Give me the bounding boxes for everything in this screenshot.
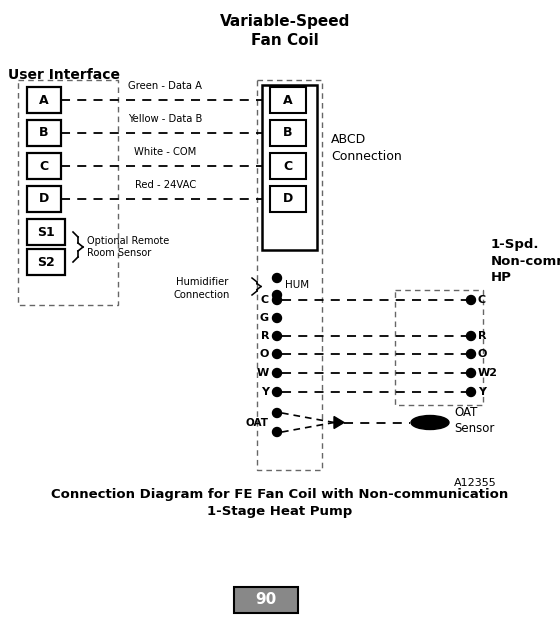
Text: C: C: [478, 295, 486, 305]
Text: HUM: HUM: [285, 280, 309, 289]
Text: ABCD
Connection: ABCD Connection: [331, 133, 402, 163]
Text: Red - 24VAC: Red - 24VAC: [135, 180, 196, 190]
Circle shape: [273, 273, 282, 282]
Circle shape: [466, 296, 475, 304]
Text: G: G: [260, 313, 269, 323]
Circle shape: [466, 368, 475, 377]
Circle shape: [273, 349, 282, 358]
Text: Optional Remote
Room Sensor: Optional Remote Room Sensor: [87, 236, 169, 258]
Bar: [27, 87, 61, 113]
Ellipse shape: [411, 415, 449, 430]
Circle shape: [273, 291, 282, 299]
Text: Variable-Speed
Fan Coil: Variable-Speed Fan Coil: [220, 14, 350, 47]
Bar: [18, 80, 118, 305]
Text: C: C: [283, 160, 292, 173]
Circle shape: [466, 349, 475, 358]
Text: S2: S2: [37, 256, 55, 268]
Text: R: R: [260, 331, 269, 341]
Bar: [270, 186, 306, 212]
Text: Green - Data A: Green - Data A: [128, 81, 203, 91]
Circle shape: [273, 332, 282, 341]
Text: Humidifier
Connection: Humidifier Connection: [174, 277, 230, 299]
Text: Y: Y: [261, 387, 269, 397]
Circle shape: [273, 408, 282, 418]
Text: OAT: OAT: [246, 418, 269, 427]
Bar: [27, 153, 61, 179]
Text: A: A: [39, 94, 49, 106]
Circle shape: [273, 296, 282, 304]
Text: D: D: [39, 192, 49, 206]
Text: W2: W2: [478, 368, 498, 378]
Circle shape: [466, 387, 475, 396]
Circle shape: [273, 313, 282, 322]
Bar: [27, 120, 61, 146]
Text: B: B: [39, 127, 49, 139]
Polygon shape: [334, 417, 344, 429]
Text: Y: Y: [478, 387, 486, 397]
Text: A: A: [283, 94, 293, 106]
Bar: [27, 219, 65, 245]
Bar: [395, 290, 483, 405]
Bar: [27, 186, 61, 212]
Text: C: C: [261, 295, 269, 305]
Text: 1-Stage Heat Pump: 1-Stage Heat Pump: [207, 505, 353, 518]
Text: OAT
Sensor: OAT Sensor: [454, 406, 494, 436]
Bar: [270, 153, 306, 179]
Text: User Interface: User Interface: [8, 68, 120, 82]
Text: 1-Spd.
Non-communicating
HP: 1-Spd. Non-communicating HP: [491, 238, 560, 284]
Text: S1: S1: [37, 225, 55, 239]
Circle shape: [273, 387, 282, 396]
Bar: [270, 87, 306, 113]
Text: A12355: A12355: [454, 478, 497, 488]
Bar: [257, 80, 322, 470]
Circle shape: [466, 332, 475, 341]
Circle shape: [273, 368, 282, 377]
Text: White - COM: White - COM: [134, 147, 197, 157]
Text: B: B: [283, 127, 293, 139]
Text: Yellow - Data B: Yellow - Data B: [128, 114, 203, 124]
Text: O: O: [478, 349, 487, 359]
Text: W: W: [256, 368, 269, 378]
Circle shape: [273, 427, 282, 437]
Text: D: D: [283, 192, 293, 206]
Text: R: R: [478, 331, 487, 341]
Bar: [234, 587, 298, 613]
Text: 90: 90: [255, 592, 277, 608]
Text: O: O: [260, 349, 269, 359]
Bar: [27, 249, 65, 275]
Bar: [270, 120, 306, 146]
Text: Connection Diagram for FE Fan Coil with Non-communication: Connection Diagram for FE Fan Coil with …: [52, 488, 508, 501]
Bar: [262, 85, 317, 250]
Text: C: C: [39, 160, 49, 173]
